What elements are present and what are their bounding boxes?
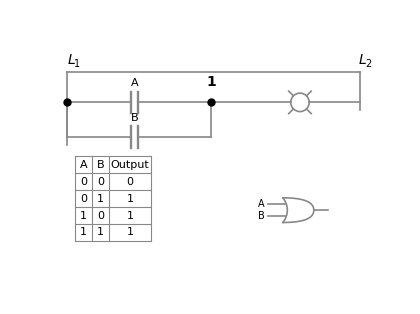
- Text: 1: 1: [127, 227, 134, 237]
- Text: 0: 0: [80, 177, 87, 187]
- Text: 2: 2: [365, 59, 372, 69]
- Text: 1: 1: [207, 74, 216, 89]
- Text: 1: 1: [74, 59, 81, 69]
- Text: 0: 0: [97, 211, 104, 220]
- Text: 0: 0: [80, 194, 87, 203]
- Text: 1: 1: [80, 211, 87, 220]
- Text: B: B: [97, 160, 104, 170]
- Text: 0: 0: [97, 177, 104, 187]
- Text: A: A: [258, 199, 265, 209]
- Text: B: B: [258, 211, 265, 221]
- Text: B: B: [131, 113, 138, 123]
- Text: 1: 1: [127, 194, 134, 203]
- Text: 1: 1: [97, 194, 104, 203]
- Text: L: L: [67, 53, 75, 67]
- Text: 1: 1: [97, 227, 104, 237]
- Text: Output: Output: [111, 160, 150, 170]
- Text: A: A: [80, 160, 87, 170]
- Text: A: A: [131, 78, 138, 89]
- Text: L: L: [359, 53, 366, 67]
- Text: 1: 1: [80, 227, 87, 237]
- Text: 0: 0: [127, 177, 134, 187]
- Text: 1: 1: [127, 211, 134, 220]
